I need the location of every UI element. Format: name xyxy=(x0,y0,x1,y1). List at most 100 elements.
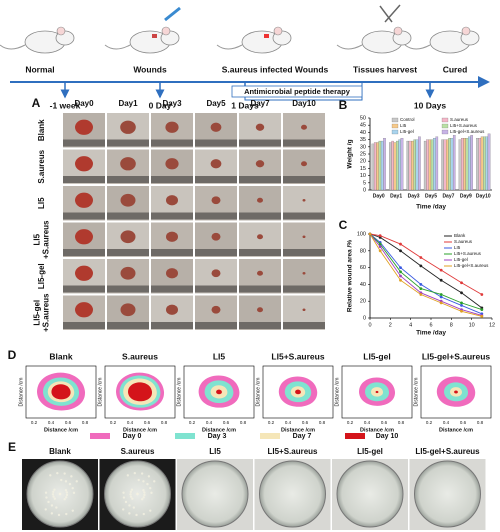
point xyxy=(399,242,402,246)
colony xyxy=(133,471,137,475)
x-tick-label: 0.8 xyxy=(240,420,247,425)
bar xyxy=(483,136,486,191)
wound xyxy=(120,230,136,244)
ruler xyxy=(195,249,237,256)
x-axis-label: Distance /cm xyxy=(360,427,394,433)
point xyxy=(419,256,423,259)
stage-label: Tissues harvest xyxy=(353,64,417,74)
wound xyxy=(120,193,136,207)
x-axis-label: Distance /cm xyxy=(123,427,157,433)
bar xyxy=(465,138,469,191)
x-tick-label: 12 xyxy=(489,322,495,328)
wound xyxy=(255,123,265,131)
wound xyxy=(75,156,93,172)
y-axis-label: Distance /cm xyxy=(18,378,24,407)
x-tick-label: 0.8 xyxy=(319,420,326,425)
colony xyxy=(65,493,69,497)
ruler xyxy=(239,176,281,183)
legend-swatch xyxy=(175,433,195,439)
x-tick-label: Day5 xyxy=(425,193,437,199)
wound xyxy=(120,303,136,317)
column-label: Day7 xyxy=(250,99,270,108)
colony xyxy=(129,493,132,496)
time-label: 0 Day xyxy=(149,100,172,110)
bar xyxy=(485,136,489,191)
wound-mark xyxy=(152,34,157,38)
bar xyxy=(423,140,427,191)
legend-swatch xyxy=(441,123,449,129)
time-label: -1 week xyxy=(50,100,81,110)
x-tick-label: Day9 xyxy=(460,193,472,199)
legend-label: LI5-gel+S.aureus xyxy=(450,129,485,134)
colony xyxy=(71,509,74,512)
colony xyxy=(147,475,151,478)
x-tick-label: 0.2 xyxy=(189,420,196,425)
x-tick-label: Day3 xyxy=(408,193,420,199)
ruler xyxy=(151,176,193,183)
mouse-ear xyxy=(393,26,403,36)
point xyxy=(378,249,382,253)
wound xyxy=(165,158,179,170)
colony xyxy=(51,493,55,496)
colony xyxy=(122,491,125,494)
legend-label: LI5+S.aureus xyxy=(454,251,482,256)
bar xyxy=(450,138,454,191)
petri-dish xyxy=(414,460,481,528)
point xyxy=(378,234,382,238)
syringe xyxy=(164,6,181,22)
point xyxy=(419,264,423,268)
plot-title: Blank xyxy=(49,351,72,361)
panel-label: E xyxy=(8,440,16,454)
colony xyxy=(75,480,78,483)
panel-label: A xyxy=(32,96,41,110)
point xyxy=(439,293,443,296)
wound xyxy=(301,161,307,167)
x-tick-label: 0.8 xyxy=(398,420,405,425)
y-tick-label: 60 xyxy=(360,265,366,271)
ruler xyxy=(239,139,281,147)
point xyxy=(378,245,382,249)
wound xyxy=(120,266,136,280)
x-tick-label: 4 xyxy=(409,322,412,328)
colony xyxy=(128,504,131,507)
ruler xyxy=(239,212,281,220)
y-tick-label: 50 xyxy=(360,115,366,121)
x-tick-label: 0.6 xyxy=(302,420,309,425)
colony xyxy=(150,491,153,495)
x-axis-label: Distance /cm xyxy=(44,427,78,433)
panel-label: D xyxy=(8,348,17,362)
plot-title: LI5 xyxy=(213,351,226,361)
x-tick-label: 10 xyxy=(469,322,475,328)
x-tick-label: 0.8 xyxy=(161,420,168,425)
y-tick-label: 15 xyxy=(360,166,366,172)
y-tick-label: 40 xyxy=(360,130,366,136)
wound xyxy=(257,270,263,276)
bar xyxy=(426,139,429,191)
wound xyxy=(75,265,93,281)
point xyxy=(460,304,463,307)
ruler xyxy=(283,285,325,293)
colony xyxy=(142,480,145,483)
wound xyxy=(255,160,265,168)
mouse-ear xyxy=(161,26,171,36)
wound xyxy=(302,271,306,275)
x-tick-label: 0 xyxy=(368,322,371,328)
point xyxy=(399,270,402,274)
x-tick-label: 6 xyxy=(429,322,432,328)
colony xyxy=(143,493,146,497)
point xyxy=(460,291,463,295)
colony xyxy=(153,480,156,483)
x-tick-label: 2 xyxy=(389,322,392,328)
legend-label: LI5-gel+S.aureus xyxy=(454,263,489,268)
plot-title: LI5-gel+S.aureus xyxy=(422,351,491,361)
colony xyxy=(65,512,68,516)
point xyxy=(399,249,402,253)
mouse-ear xyxy=(56,26,66,36)
point xyxy=(439,301,443,305)
legend-label: LI5-gel xyxy=(454,257,468,262)
y-tick-label: 25 xyxy=(360,151,366,157)
legend-label: LI5-gel xyxy=(400,129,414,134)
stage-label: Normal xyxy=(25,64,54,74)
colony xyxy=(129,490,133,494)
dish-title: Blank xyxy=(49,447,71,456)
